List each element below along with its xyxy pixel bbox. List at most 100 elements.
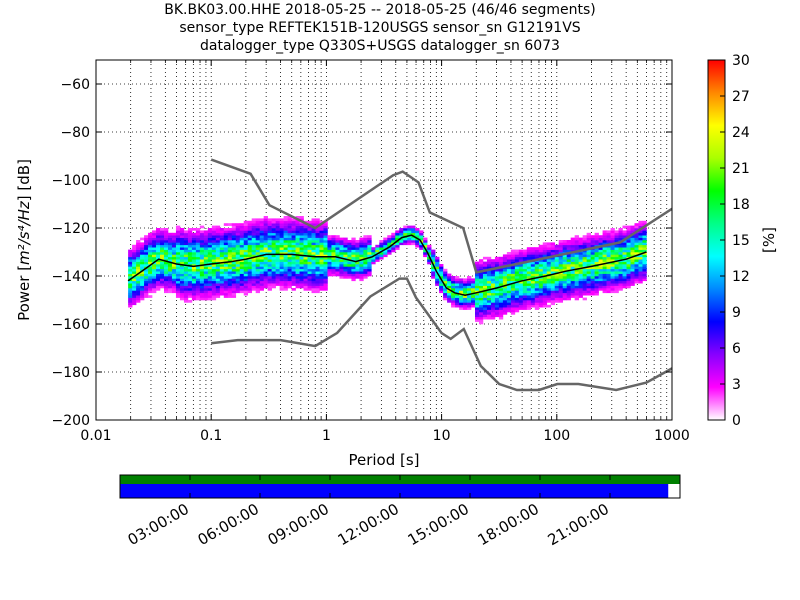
heatmap-cell bbox=[132, 261, 137, 265]
y-axis-label-prefix: Power [ bbox=[15, 265, 33, 321]
heatmap-cell bbox=[191, 266, 197, 270]
heatmap-cell bbox=[219, 237, 225, 241]
heatmap-cell bbox=[299, 280, 304, 284]
heatmap-cell bbox=[175, 232, 181, 236]
heatmap-cell bbox=[183, 256, 189, 260]
heatmap-cell bbox=[562, 259, 567, 262]
heatmap-cell bbox=[447, 285, 452, 289]
heatmap-cell bbox=[451, 278, 456, 282]
heatmap-cell bbox=[494, 256, 500, 260]
heatmap-cell bbox=[179, 280, 185, 284]
heatmap-cell bbox=[215, 256, 221, 260]
heatmap-cell bbox=[187, 271, 193, 274]
heatmap-cell bbox=[327, 242, 332, 246]
heatmap-cell bbox=[582, 259, 587, 262]
heatmap-cell bbox=[132, 302, 137, 306]
heatmap-cell bbox=[367, 247, 372, 250]
heatmap-cell bbox=[375, 256, 380, 260]
heatmap-cell bbox=[506, 276, 512, 279]
heatmap-cell bbox=[494, 285, 500, 289]
heatmap-cell bbox=[335, 271, 340, 274]
heatmap-cell bbox=[518, 290, 524, 294]
heatmap-cell bbox=[550, 300, 556, 303]
heatmap-cell bbox=[251, 249, 257, 253]
heatmap-cell bbox=[474, 319, 480, 322]
heatmap-cell bbox=[171, 285, 177, 289]
heatmap-cell bbox=[140, 283, 145, 286]
heatmap-cell bbox=[594, 254, 599, 258]
heatmap-cell bbox=[231, 266, 237, 270]
heatmap-cell bbox=[215, 280, 221, 284]
heatmap-cell bbox=[478, 292, 484, 296]
heatmap-cell bbox=[291, 230, 296, 234]
heatmap-cell bbox=[219, 285, 225, 289]
heatmap-cell bbox=[578, 273, 583, 277]
heatmap-cell bbox=[215, 278, 221, 282]
heatmap-cell bbox=[482, 280, 488, 284]
heatmap-cell bbox=[163, 235, 169, 238]
heatmap-cell bbox=[455, 283, 460, 286]
heatmap-cell bbox=[411, 242, 416, 246]
heatmap-cell bbox=[482, 297, 488, 301]
heatmap-cell bbox=[132, 278, 137, 282]
heatmap-cell bbox=[311, 244, 316, 248]
heatmap-cell bbox=[263, 235, 268, 238]
heatmap-cell bbox=[132, 259, 137, 262]
heatmap-cell bbox=[128, 280, 133, 284]
heatmap-cell bbox=[498, 290, 504, 294]
processed-data-bar bbox=[120, 484, 669, 498]
heatmap-cell bbox=[343, 247, 348, 250]
heatmap-cell bbox=[203, 271, 209, 274]
heatmap-cell bbox=[602, 268, 607, 272]
heatmap-cell bbox=[311, 278, 316, 282]
heatmap-cell bbox=[546, 242, 552, 246]
heatmap-cell bbox=[136, 266, 141, 270]
heatmap-cell bbox=[203, 276, 209, 279]
heatmap-cell bbox=[558, 266, 564, 270]
heatmap-cell bbox=[259, 242, 264, 246]
heatmap-cell bbox=[522, 268, 528, 272]
heatmap-cell bbox=[355, 254, 360, 258]
heatmap-cell bbox=[618, 264, 623, 267]
heatmap-cell bbox=[291, 252, 296, 255]
heatmap-cell bbox=[128, 300, 133, 303]
heatmap-cell bbox=[323, 256, 328, 260]
heatmap-cell bbox=[586, 235, 591, 238]
heatmap-cell bbox=[144, 273, 149, 277]
heatmap-cell bbox=[530, 252, 536, 255]
heatmap-cell bbox=[478, 261, 484, 265]
heatmap-cell bbox=[622, 244, 627, 248]
heatmap-cell bbox=[319, 285, 324, 289]
heatmap-cell bbox=[163, 244, 169, 248]
heatmap-cell bbox=[167, 276, 173, 279]
heatmap-cell bbox=[148, 242, 153, 246]
heatmap-cell bbox=[439, 276, 444, 279]
heatmap-cell bbox=[283, 256, 288, 260]
heatmap-cell bbox=[502, 266, 508, 270]
heatmap-cell bbox=[303, 273, 308, 277]
heatmap-cell bbox=[610, 266, 615, 270]
heatmap-cell bbox=[602, 242, 607, 246]
heatmap-cell bbox=[622, 230, 627, 234]
heatmap-cell bbox=[291, 283, 296, 286]
heatmap-cell bbox=[299, 242, 304, 246]
heatmap-cell bbox=[478, 309, 484, 313]
heatmap-cell bbox=[255, 290, 260, 294]
heatmap-cell bbox=[514, 273, 520, 277]
heatmap-cell bbox=[634, 271, 639, 274]
heatmap-cell bbox=[546, 247, 552, 250]
heatmap-cell bbox=[626, 261, 631, 265]
heatmap-cell bbox=[347, 268, 352, 272]
heatmap-cell bbox=[167, 242, 173, 246]
heatmap-cell bbox=[478, 321, 484, 325]
heatmap-cell bbox=[514, 300, 520, 303]
heatmap-cell bbox=[303, 278, 308, 282]
heatmap-cell bbox=[486, 297, 492, 301]
heatmap-cell bbox=[283, 247, 288, 250]
heatmap-cell bbox=[291, 273, 296, 277]
heatmap-cell bbox=[207, 259, 213, 262]
heatmap-cell bbox=[590, 237, 595, 241]
heatmap-cell bbox=[399, 242, 404, 246]
heatmap-cell bbox=[478, 314, 484, 318]
